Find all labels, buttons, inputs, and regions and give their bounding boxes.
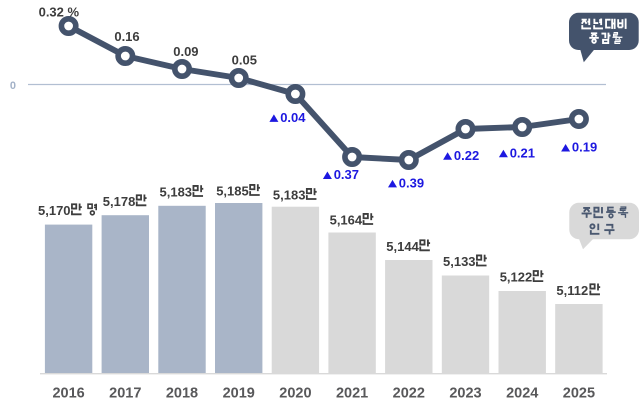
svg-text:2016: 2016	[52, 385, 84, 401]
svg-text:0.22: 0.22	[454, 148, 479, 163]
svg-text:0.21: 0.21	[510, 145, 535, 160]
svg-text:5,164: 5,164	[330, 213, 363, 228]
svg-text:0.05: 0.05	[232, 52, 257, 67]
svg-text:5,133: 5,133	[443, 254, 476, 269]
svg-text:2024: 2024	[506, 385, 538, 401]
svg-text:0.16: 0.16	[114, 29, 139, 44]
svg-text:0: 0	[10, 80, 16, 92]
svg-text:5,178: 5,178	[103, 194, 136, 209]
svg-text:2017: 2017	[109, 385, 141, 401]
svg-text:5,185: 5,185	[216, 184, 249, 199]
svg-text:0.09: 0.09	[173, 44, 198, 59]
svg-text:2022: 2022	[393, 385, 425, 401]
svg-text:2020: 2020	[279, 385, 311, 401]
svg-text:2025: 2025	[563, 385, 595, 401]
svg-text:5,183: 5,183	[273, 188, 306, 203]
svg-text:5,170: 5,170	[38, 203, 71, 218]
svg-text:5,144: 5,144	[386, 239, 419, 254]
svg-text:0.04: 0.04	[280, 110, 306, 125]
svg-text:5,122: 5,122	[500, 270, 533, 285]
svg-text:5,183: 5,183	[160, 185, 193, 200]
svg-text:2023: 2023	[449, 385, 481, 401]
svg-text:5,112: 5,112	[556, 283, 588, 298]
svg-text:0.19: 0.19	[572, 140, 597, 155]
svg-text:2018: 2018	[166, 385, 198, 401]
svg-text:0.39: 0.39	[399, 175, 424, 190]
svg-text:2019: 2019	[223, 385, 255, 401]
svg-text:2021: 2021	[336, 385, 368, 401]
svg-text:0.37: 0.37	[334, 167, 359, 182]
svg-text:0.32 %: 0.32 %	[39, 4, 80, 19]
